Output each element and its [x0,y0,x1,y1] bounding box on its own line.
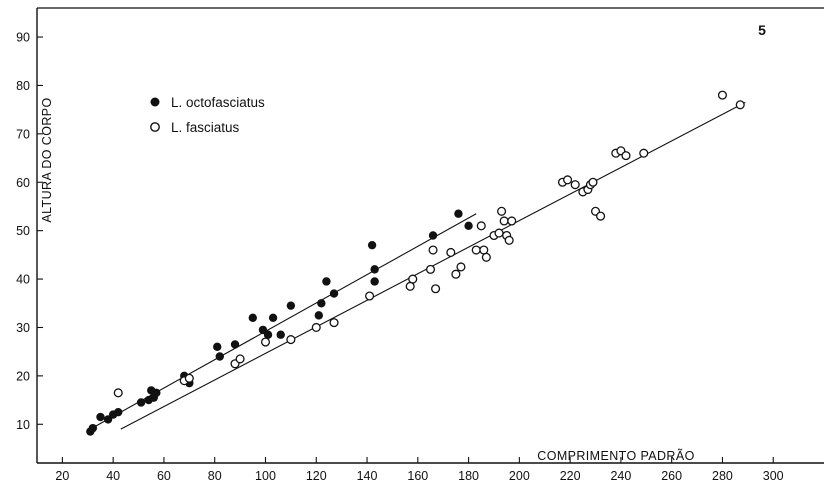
data-point-series-1 [717,90,728,100]
data-point-series-1 [507,216,517,226]
data-point-series-1 [481,252,491,262]
y-tick-label: 20 [16,369,30,383]
x-tick-label: 200 [509,469,530,483]
data-point-series-0 [88,423,98,433]
data-point-series-1 [494,228,504,238]
data-point-series-1 [588,177,598,187]
data-point-series-1 [504,235,514,245]
data-point-series-1 [329,318,339,328]
data-point-series-0 [230,340,240,349]
data-point-series-1 [735,100,745,110]
y-axis-label: ALTURA DO CORPO [40,97,54,222]
data-point-series-1 [596,211,606,221]
data-points [86,90,745,436]
data-point-series-0 [370,265,379,274]
x-tick-label: 240 [610,469,631,483]
x-tick-label: 80 [208,469,222,483]
data-point-series-0 [263,330,273,339]
legend-marker-filled [150,97,160,107]
data-point-series-1 [451,269,461,279]
axes [36,7,824,464]
data-point-series-0 [367,240,377,250]
data-point-series-0 [114,407,123,417]
y-tick-label: 90 [16,31,30,45]
y-tick-label: 30 [16,321,30,335]
data-point-series-0 [370,277,379,286]
x-tick-label: 20 [55,469,69,483]
x-tick-label: 280 [712,469,733,483]
data-point-series-0 [215,352,224,361]
y-tick-label: 50 [16,224,30,238]
data-point-series-1 [497,206,507,216]
x-tick-label: 100 [255,469,276,483]
tick-labels: 20 40 60 80 100 120 140 160 180 200 220 240 260 280 30… [16,31,784,483]
data-point-series-1 [260,337,271,347]
data-point-series-1 [408,274,418,284]
data-point-series-1 [286,335,296,345]
legend: L. octofasciatus L. fasciatus [150,95,265,135]
data-point-series-0 [464,221,473,231]
x-tick-label: 220 [560,469,581,483]
data-point-series-1 [476,221,486,231]
data-point-series-1 [621,151,631,161]
data-point-series-1 [311,322,321,333]
x-tick-label: 140 [357,469,378,483]
data-point-series-0 [286,301,296,310]
y-tick-label: 10 [16,418,30,432]
x-tick-label: 40 [106,469,120,483]
data-point-series-0 [329,289,339,298]
data-point-series-0 [276,330,285,339]
data-point-series-0 [428,231,438,240]
data-point-series-1 [113,388,123,398]
data-point-series-0 [136,398,146,407]
data-point-series-1 [471,245,481,255]
legend-marker-open [150,122,160,132]
data-point-series-0 [152,388,161,398]
legend-label-fasciatus: L. fasciatus [171,120,240,135]
y-tick-label: 60 [16,176,30,190]
x-axis-label: COMPRIMENTO PADRÃO [537,449,694,463]
x-tick-label: 160 [407,469,428,483]
data-point-series-0 [96,412,105,422]
data-point-series-1 [446,247,456,257]
data-point-series-1 [639,148,649,158]
x-tick-label: 300 [763,469,784,483]
data-point-series-0 [248,313,257,322]
data-point-series-0 [268,313,278,322]
data-point-series-1 [365,291,375,301]
data-point-series-1 [570,180,580,190]
data-point-series-1 [428,245,438,255]
data-point-series-1 [563,175,573,185]
data-point-series-0 [322,277,331,286]
data-point-series-1 [425,264,436,274]
x-tick-label: 120 [306,469,327,483]
data-point-series-1 [456,262,466,272]
legend-label-octofasciatus: L. octofasciatus [171,95,265,110]
x-tick-label: 260 [661,469,682,483]
data-point-series-1 [235,354,245,364]
data-point-series-0 [314,311,323,320]
data-point-series-1 [499,216,509,226]
x-tick-label: 180 [458,469,479,483]
x-tick-label: 60 [157,469,171,483]
y-tick-label: 80 [16,79,30,93]
data-point-series-1 [431,284,441,294]
data-point-series-0 [213,342,222,352]
y-tick-label: 70 [16,127,30,141]
panel-label: 5 [758,22,766,38]
y-tick-label: 40 [16,273,30,287]
data-point-series-1 [184,373,194,383]
data-point-series-0 [317,299,326,308]
data-point-series-0 [454,209,463,218]
